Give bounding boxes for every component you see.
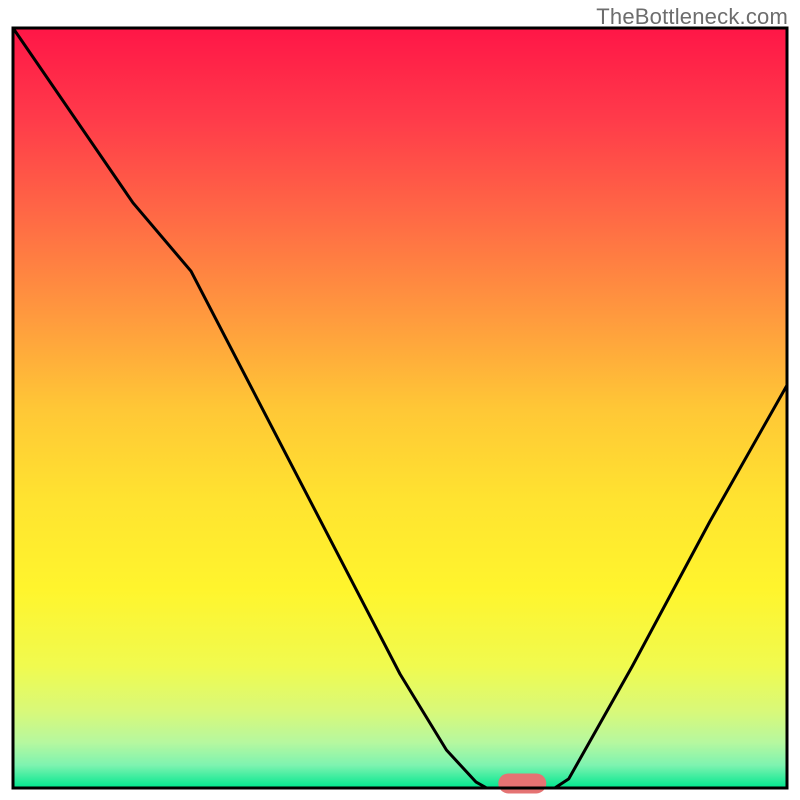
chart-svg [0, 0, 800, 800]
watermark-text: TheBottleneck.com [596, 4, 788, 30]
optimal-marker [498, 773, 546, 793]
bottleneck-chart [0, 0, 800, 800]
